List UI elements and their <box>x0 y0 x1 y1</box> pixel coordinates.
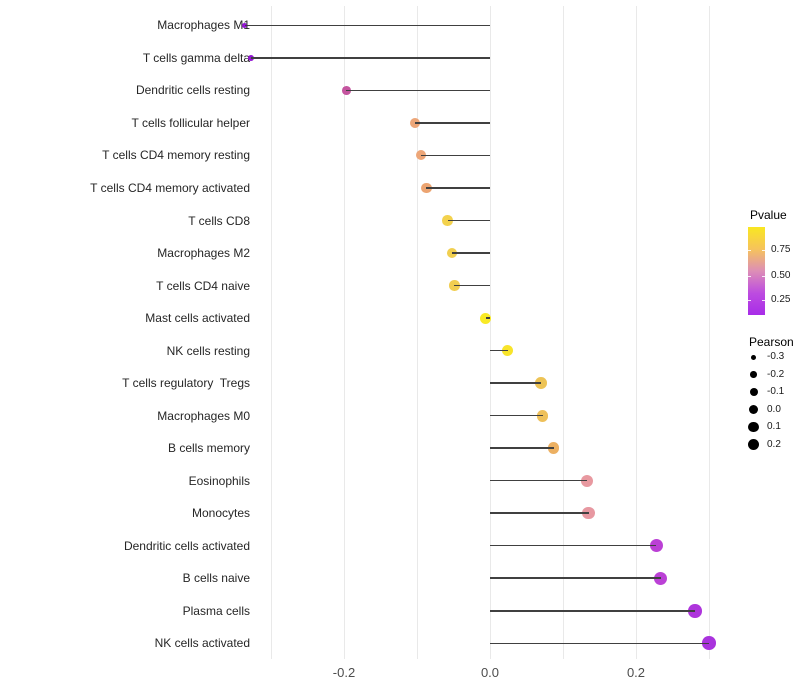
lollipop-stick <box>490 414 543 417</box>
colorbar-notch <box>748 249 751 252</box>
pearson-size-dot <box>748 421 759 433</box>
category-label: T cells CD4 memory activated <box>90 181 250 195</box>
lollipop-stick <box>490 382 542 384</box>
lollipop-dot <box>536 409 549 422</box>
x-gridline <box>343 6 345 659</box>
lollipop-dot <box>242 22 248 29</box>
category-label: T cells regulatory Tregs <box>122 376 250 391</box>
category-label: Monocytes <box>191 506 250 521</box>
category-label: T cells gamma delta <box>142 50 250 65</box>
lollipop-stick <box>421 154 490 157</box>
x-tick-label: -0.2 <box>332 665 356 680</box>
category-label: T cells CD4 naive <box>156 278 250 293</box>
colorbar-notch <box>748 275 751 278</box>
category-label: Dendritic cells activated <box>123 538 250 553</box>
category-label: B cells naive <box>182 571 250 586</box>
lollipop-stick <box>490 447 554 449</box>
category-label: T cells CD8 <box>188 213 250 228</box>
category-label: NK cells resting <box>166 343 250 358</box>
colorbar-notch <box>748 299 751 302</box>
pvalue-tick-label: 0.50 <box>771 270 791 282</box>
pearson-size-label: -0.3 <box>767 351 785 362</box>
x-gridline <box>635 6 637 659</box>
lollipop-stick <box>426 187 490 189</box>
lollipop-stick <box>490 577 661 579</box>
category-label: Mast cells activated <box>145 311 250 326</box>
pearson-size-label: -0.2 <box>767 368 785 380</box>
lollipop-dot <box>688 604 702 618</box>
lollipop-stick <box>490 349 508 352</box>
lollipop-stick <box>447 219 490 222</box>
colorbar-notch <box>762 299 765 302</box>
lollipop-stick <box>490 544 657 547</box>
lollipop-dot <box>654 571 668 585</box>
pvalue-legend-title: Pvalue <box>750 208 787 222</box>
lollipop-dot <box>341 86 351 95</box>
category-label: Macrophages M1 <box>157 18 250 33</box>
category-label: T cells CD4 memory resting <box>102 148 250 163</box>
lollipop-dot <box>580 474 594 487</box>
lollipop-stick <box>251 57 490 59</box>
pearson-size-dot <box>749 388 758 396</box>
lollipop-stick <box>244 24 490 27</box>
category-label: T cells follicular helper <box>131 115 251 130</box>
x-gridline <box>416 6 418 659</box>
lollipop-stick <box>490 642 709 645</box>
pearson-size-label: 0.1 <box>767 421 781 432</box>
x-tick-label: 0.2 <box>626 665 646 680</box>
pearson-legend-title: Pearson <box>749 335 794 349</box>
category-label: Macrophages M2 <box>157 246 250 261</box>
lollipop-dot <box>535 377 547 389</box>
lollipop-stick <box>485 317 490 319</box>
pvalue-tick-label: 0.25 <box>771 294 791 306</box>
lollipop-stick <box>490 479 588 482</box>
category-label: B cells memory <box>167 441 250 456</box>
category-label: Plasma cells <box>182 603 250 618</box>
x-gridline <box>562 6 564 659</box>
lollipop-stick <box>346 89 490 92</box>
lollipop-stick <box>490 512 589 514</box>
pvalue-tick-label: 0.75 <box>771 244 791 256</box>
lollipop-stick <box>454 284 490 287</box>
colorbar-notch <box>762 275 765 278</box>
x-tick-label: 0.0 <box>480 665 500 680</box>
category-label: Macrophages M0 <box>157 408 250 423</box>
category-label: NK cells activated <box>154 636 250 651</box>
pearson-size-dot <box>747 438 760 451</box>
x-gridline <box>270 6 272 659</box>
pvalue-colorbar <box>748 227 765 315</box>
lollipop-stick <box>414 122 490 124</box>
lollipop-stick <box>490 610 696 612</box>
category-label: Eosinophils <box>188 473 250 488</box>
pearson-size-label: 0.0 <box>767 403 781 415</box>
pearson-size-dot <box>750 371 757 378</box>
colorbar-notch <box>762 249 765 252</box>
pearson-size-label: 0.2 <box>767 438 781 450</box>
category-label: Dendritic cells resting <box>135 83 250 98</box>
x-gridline <box>489 6 491 659</box>
pearson-size-dot <box>748 404 759 415</box>
lollipop-dot <box>248 55 255 61</box>
pearson-size-label: -0.1 <box>767 386 785 397</box>
pearson-size-dot <box>751 354 756 360</box>
x-gridline <box>708 6 710 659</box>
lollipop-stick <box>452 252 490 254</box>
